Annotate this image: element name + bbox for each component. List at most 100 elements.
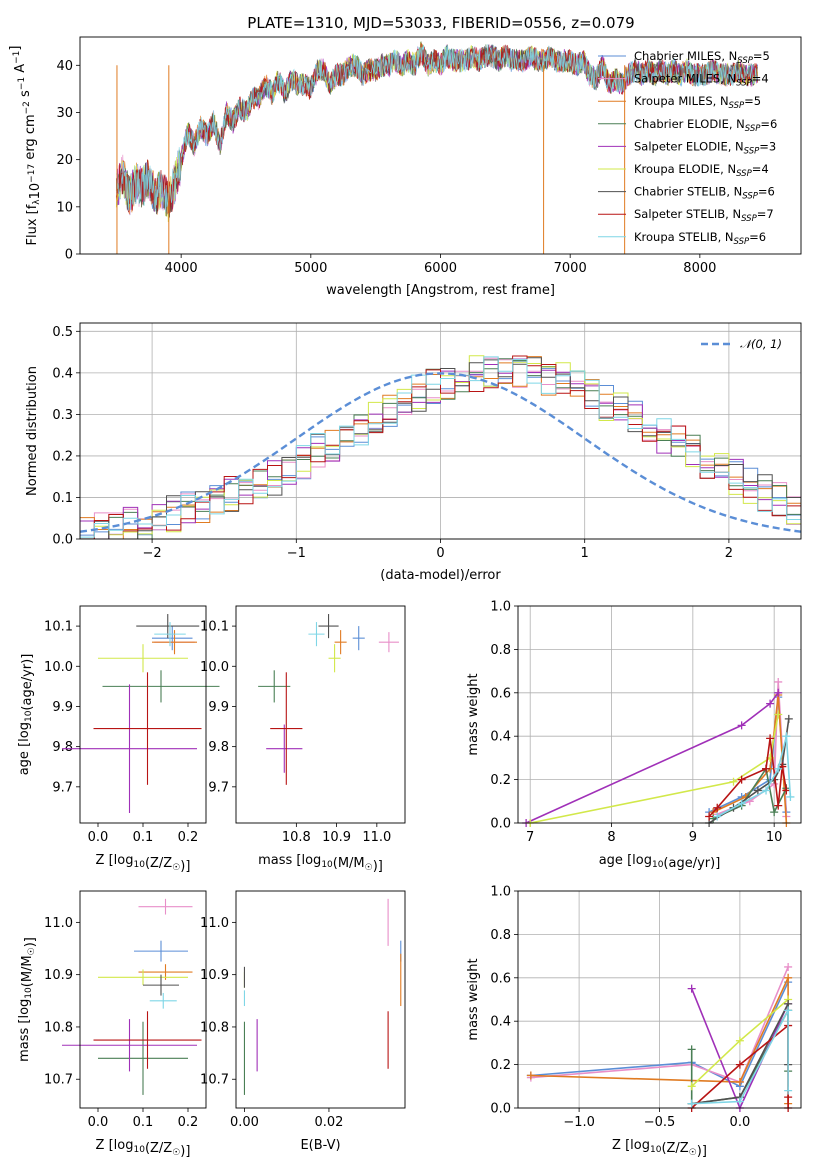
weight-marker-chab_stelib [784, 714, 793, 723]
mass_vs_Z-ylabel: mass [log10(M/M☉)] [17, 937, 38, 1062]
legend-label-salp_elodie: Salpeter ELODIE, NSSP=3 [634, 139, 776, 156]
legend-nssp: =5 [744, 94, 761, 108]
label-part: Z [ [96, 1138, 114, 1153]
legend-sub: SSP [744, 146, 760, 156]
weight-marker-chab_elodie [770, 808, 779, 817]
weight-marker-chab_stelib [753, 786, 762, 795]
weight-marker-krou_stelib [786, 792, 795, 801]
y-tick-label: 10.7 [200, 1073, 229, 1088]
age_vs_Z-frame [79, 605, 207, 824]
x-tick-label: −2 [143, 546, 162, 561]
label-part: log [114, 853, 134, 868]
x-tick-label: 8000 [683, 261, 716, 276]
weight-line-krou_stelib [716, 736, 792, 818]
legend-name: Kroupa MILES, N [634, 94, 729, 108]
label-sub: 10 [650, 1145, 662, 1155]
mass_vs_ebv-axes: 0.00 0.02 10.7 10.8 10.9 11.0 [200, 916, 343, 1130]
label-part: log [301, 853, 321, 868]
age_vs_Z-points [62, 614, 220, 813]
weight_vs_age-axes: 7 8 9 10 0.0 0.2 0.4 0.6 0.8 1.0 [490, 600, 801, 845]
x-tick-label: 10.8 [282, 830, 311, 845]
legend-nssp: =6 [758, 185, 775, 199]
y-tick-label: 0.0 [490, 817, 511, 832]
y-tick-label: 0.6 [490, 686, 511, 701]
y-tick-label: 10.7 [44, 1073, 73, 1088]
weight_vs_age-xlabel: age [log10(age/yr)] [599, 853, 721, 871]
mass_vs_Z-axes: 0.0 0.1 0.2 10.7 10.8 10.9 11.0 [44, 916, 198, 1130]
label-part: Flux [f [25, 204, 40, 245]
weight-marker-krou_miles [784, 973, 793, 982]
label-part: (M/M [20, 955, 35, 987]
mass_vs_ebv-xlabel: E(B-V) [300, 1138, 340, 1153]
legend-nssp: =4 [752, 162, 769, 176]
label-sub: 10 [24, 987, 34, 999]
y-tick-label: 0.4 [52, 366, 73, 381]
label-part: (Z/Z [145, 856, 172, 871]
weight-marker-krou_stelib [735, 1097, 744, 1106]
legend-sub: SSP [741, 214, 757, 224]
weight-marker-krou_stelib [782, 732, 791, 741]
y-tick-label: 10.8 [44, 1020, 73, 1035]
weight_vs_Z-ylabel: mass weight [466, 958, 481, 1040]
spectrum-series [115, 41, 758, 254]
weight-line-salp_miles [530, 966, 789, 1084]
label-part: log [114, 1138, 134, 1153]
spectrum-line-salp_stelib [115, 43, 758, 214]
age_vs_mass-axes: 10.8 10.9 11.0 9.7 9.8 9.9 10.0 10.1 [200, 620, 391, 845]
x-tick-label: 9 [689, 830, 697, 845]
y-tick-label: 0.0 [490, 1102, 511, 1117]
weight-marker-salp_elodie [774, 688, 783, 697]
spectrum-axes: 4000 5000 6000 7000 8000 0 10 20 30 40 [56, 59, 716, 276]
legend-sub: SSP [742, 192, 758, 202]
y-tick-label: 9.7 [52, 780, 73, 795]
y-tick-label: 0.3 [52, 408, 73, 423]
weight-marker-chab_elodie [687, 1045, 696, 1054]
weight-marker-krou_elodie [735, 1036, 744, 1045]
y-tick-label: 0.0 [52, 533, 73, 548]
y-tick-label: 1.0 [490, 885, 511, 900]
legend-label-salp_stelib: Salpeter STELIB, NSSP=7 [634, 207, 774, 224]
legend-label-krou_miles: Kroupa MILES, NSSP=5 [634, 94, 761, 111]
residuals-frame [79, 322, 802, 540]
legend-name: Kroupa ELODIE, N [634, 162, 736, 176]
weight-marker-krou_elodie [687, 1082, 696, 1091]
x-tick-label: 4000 [165, 261, 198, 276]
weight-marker-salp_stelib [737, 775, 746, 784]
spectrum-frame [79, 36, 802, 255]
label-part: ☉ [172, 863, 180, 873]
x-tick-label: 11.0 [362, 830, 391, 845]
weight-marker-salp_miles [774, 677, 783, 686]
weight-marker-krou_stelib [737, 799, 746, 808]
weight-marker-salp_elodie [687, 984, 696, 993]
label-part: (Z/Z [145, 1141, 172, 1156]
legend-label-chab_elodie: Chabrier ELODIE, NSSP=6 [634, 117, 777, 134]
mass_vs_Z-points [62, 898, 202, 1095]
weight-line-krou_elodie [530, 714, 779, 824]
legend-name: Salpeter STELIB, N [634, 207, 741, 221]
weight-marker-krou_elodie [774, 710, 783, 719]
y-tick-label: 9.8 [52, 740, 73, 755]
mass_vs_Z-frame [79, 890, 207, 1109]
label-part: erg cm [23, 114, 38, 163]
weight-marker-salp_elodie [737, 721, 746, 730]
x-tick-label: −1 [287, 546, 306, 561]
weight-marker-salp_stelib [705, 812, 714, 821]
histogram-salp_stelib [80, 355, 801, 539]
y-tick-label: 0.2 [52, 449, 73, 464]
x-tick-label: 0.02 [314, 1115, 343, 1130]
y-tick-label: 10.9 [44, 968, 73, 983]
weight-line-salp_elodie [525, 692, 779, 824]
y-tick-label: 10.1 [200, 620, 229, 635]
weight-marker-salp_stelib [774, 801, 783, 810]
x-tick-label: 0.1 [133, 1115, 154, 1130]
label-part: A [13, 64, 28, 77]
label-part: )] [697, 1144, 707, 1159]
y-tick-label: 0.2 [490, 1058, 511, 1073]
x-tick-label: 10.9 [322, 830, 351, 845]
label-part: )] [180, 1144, 190, 1159]
weight-line-salp_stelib [708, 738, 788, 818]
weight-marker-salp_miles [784, 962, 793, 971]
y-tick-label: 40 [56, 59, 73, 74]
y-tick-label: 11.0 [44, 916, 73, 931]
